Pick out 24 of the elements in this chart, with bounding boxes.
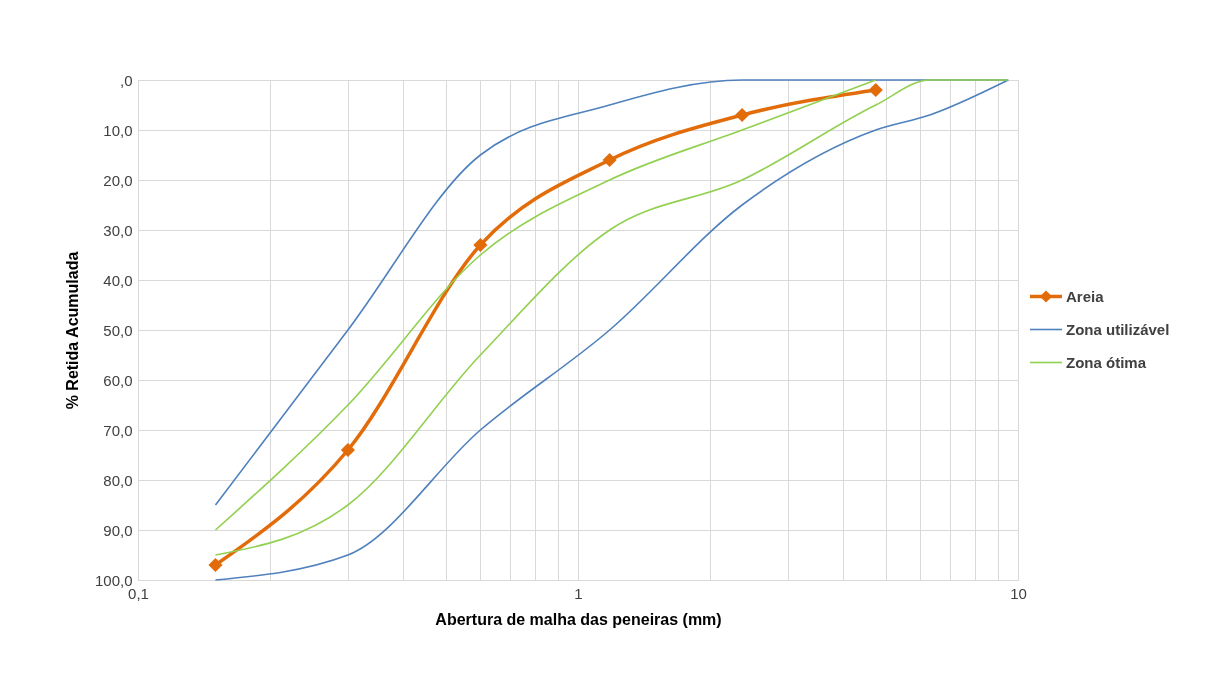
point: [868, 82, 883, 98]
y-tick-label: 10,0: [103, 121, 133, 139]
y-tick-label: 60,0: [103, 371, 133, 389]
y-tick-label: 30,0: [103, 221, 133, 239]
y-tick-label: 20,0: [103, 171, 133, 189]
y-tick-label: 100,0: [94, 571, 133, 589]
point: [735, 107, 750, 123]
y-tick-label: 40,0: [103, 271, 133, 289]
y-tick-label: 80,0: [103, 471, 133, 489]
point: [602, 152, 617, 168]
y-tick-label: ,0: [119, 71, 133, 89]
point: [208, 557, 223, 573]
legend-label: Zona utilizável: [1066, 320, 1170, 338]
y-tick-label: 70,0: [103, 421, 133, 439]
x-axis-title: Abertura de malha das peneiras (mm): [435, 610, 722, 628]
y-tick-label: 50,0: [103, 321, 133, 339]
y-axis-title: % Retida Acumulada: [63, 251, 81, 410]
point: [473, 237, 488, 253]
x-tick-label: 10: [1010, 584, 1027, 602]
y-tick-label: 90,0: [103, 521, 133, 539]
legend-label: Zona ótima: [1066, 353, 1147, 371]
x-tick-label: 1: [574, 584, 583, 602]
legend-label: Areia: [1066, 287, 1105, 305]
point: [340, 442, 355, 458]
